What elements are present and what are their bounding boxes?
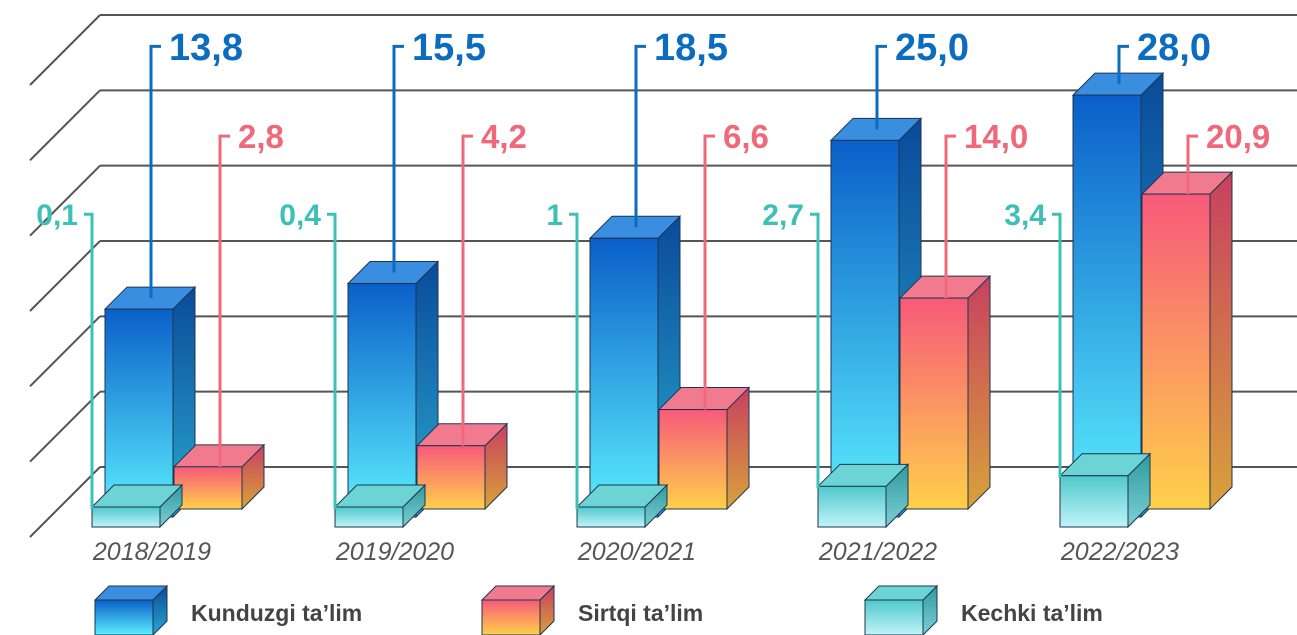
value-label-kunduzgi-ta-lim-2019-2020: 15,5 — [412, 27, 486, 69]
bar-sirtqi-ta-lim-2018-2019 — [172, 443, 266, 511]
gridline-diagonal — [29, 164, 101, 237]
legend-swatch-kechki-ta-lim — [864, 599, 924, 635]
leader-sirtqi-ta-lim-2019-2020 — [461, 134, 473, 446]
legend-swatch-sirtqi-ta-lim — [481, 599, 541, 635]
value-label-sirtqi-ta-lim-2021-2022: 14,0 — [964, 118, 1028, 155]
value-label-kechki-ta-lim-2018-2019: 0,1 — [36, 199, 78, 232]
value-label-kunduzgi-ta-lim-2022-2023: 28,0 — [1137, 27, 1211, 69]
bar-kechki-ta-lim-2022-2023-front — [1059, 475, 1129, 528]
value-label-kechki-ta-lim-2020-2021: 1 — [546, 199, 563, 232]
leader-sirtqi-ta-lim-2018-2019 — [218, 134, 230, 467]
bar-sirtqi-ta-lim-2022-2023 — [1140, 170, 1234, 511]
bar-sirtqi-ta-lim-2020-2021-front — [658, 409, 728, 510]
value-label-kechki-ta-lim-2021-2022: 2,7 — [762, 199, 804, 232]
value-labels: 13,8 2,8 0,1 15,5 4,2 0,4 18,5 6,6 1 25,0 14,0 2,7 2… — [36, 27, 1270, 509]
bar-sirtqi-ta-lim-2022-2023-front — [1141, 193, 1211, 510]
bar-kunduzgi-ta-lim-2022-2023-front — [1072, 94, 1142, 518]
bar-kunduzgi-ta-lim-2019-2020 — [346, 260, 440, 519]
leader-kechki-ta-lim-2020-2021 — [569, 212, 579, 509]
leader-sirtqi-ta-lim-2022-2023 — [1186, 134, 1198, 195]
gridline-diagonal — [29, 14, 101, 86]
leader-kunduzgi-ta-lim-2020-2021 — [634, 44, 646, 228]
category-label-2019-2020: 2019/2020 — [335, 538, 454, 566]
category-label-2018-2019: 2018/2019 — [92, 538, 211, 566]
bar-kechki-ta-lim-2020-2021-front — [576, 506, 646, 528]
value-label-kunduzgi-ta-lim-2021-2022: 25,0 — [895, 27, 969, 69]
value-label-kunduzgi-ta-lim-2018-2019: 13,8 — [169, 27, 243, 69]
legend-swatch-kunduzgi-ta-lim — [94, 599, 154, 635]
leader-kechki-ta-lim-2022-2023 — [1052, 212, 1062, 478]
leader-kechki-ta-lim-2018-2019 — [84, 212, 94, 509]
gridline-diagonal — [29, 240, 101, 312]
leader-kunduzgi-ta-lim-2021-2022 — [875, 44, 887, 130]
value-label-kechki-ta-lim-2022-2023: 3,4 — [1004, 199, 1046, 232]
bar-kechki-ta-lim-2021-2022 — [816, 463, 910, 529]
legend-item-sirtqi-ta-lim: Sirtqi ta’lim — [480, 584, 703, 635]
bar-kechki-ta-lim-2019-2020-front — [334, 506, 404, 528]
value-label-kunduzgi-ta-lim-2020-2021: 18,5 — [654, 27, 728, 69]
bar-sirtqi-ta-lim-2021-2022 — [898, 274, 992, 511]
value-label-sirtqi-ta-lim-2022-2023: 20,9 — [1206, 118, 1270, 155]
leader-kechki-ta-lim-2019-2020 — [327, 212, 337, 509]
bar-sirtqi-ta-lim-2022-2023-side — [1209, 170, 1233, 511]
leader-kunduzgi-ta-lim-2018-2019 — [149, 44, 161, 299]
bar-sirtqi-ta-lim-2021-2022-side — [967, 274, 991, 511]
bar-kechki-ta-lim-2020-2021 — [575, 483, 669, 529]
category-label-2022-2023: 2022/2023 — [1060, 538, 1179, 566]
legend-item-kunduzgi-ta-lim: Kunduzgi ta’lim — [93, 584, 362, 635]
leader-kechki-ta-lim-2021-2022 — [810, 212, 820, 489]
bar-kunduzgi-ta-lim-2021-2022-front — [830, 139, 900, 518]
bar-sirtqi-ta-lim-2019-2020-front — [416, 445, 486, 510]
bar-sirtqi-ta-lim-2018-2019-front — [173, 466, 243, 510]
gridline-diagonal — [29, 315, 101, 388]
leader-sirtqi-ta-lim-2021-2022 — [944, 134, 956, 299]
category-labels: 2018/2019 2019/2020 2020/2021 2021/2022 2022… — [92, 538, 1179, 566]
bar-kunduzgi-ta-lim-2020-2021-front — [589, 237, 659, 518]
value-label-kechki-ta-lim-2019-2020: 0,4 — [279, 199, 321, 232]
gridline-diagonal — [29, 89, 101, 162]
category-label-2021-2022: 2021/2022 — [818, 538, 937, 566]
bar-kechki-ta-lim-2018-2019-front — [91, 506, 161, 528]
leader-kunduzgi-ta-lim-2019-2020 — [392, 44, 404, 273]
bar-kechki-ta-lim-2022-2023 — [1058, 452, 1152, 529]
leader-sirtqi-ta-lim-2020-2021 — [703, 134, 715, 410]
bar-kechki-ta-lim-2021-2022-front — [817, 485, 887, 528]
bar-kechki-ta-lim-2018-2019 — [90, 483, 184, 529]
legend: Kunduzgi ta’lim Sirtqi ta’lim Kechki ta’li… — [93, 584, 1103, 635]
bars — [90, 71, 1234, 529]
bar-kunduzgi-ta-lim-2018-2019-front — [104, 308, 174, 518]
bar-sirtqi-ta-lim-2021-2022-front — [899, 297, 969, 510]
value-label-sirtqi-ta-lim-2020-2021: 6,6 — [723, 118, 769, 155]
category-label-2020-2021: 2020/2021 — [577, 538, 696, 566]
legend-label-kunduzgi-ta-lim: Kunduzgi ta’lim — [191, 600, 362, 626]
legend-item-kechki-ta-lim: Kechki ta’lim — [863, 584, 1103, 635]
value-label-sirtqi-ta-lim-2018-2019: 2,8 — [238, 118, 284, 155]
bar-kunduzgi-ta-lim-2019-2020-front — [347, 282, 417, 518]
leader-kunduzgi-ta-lim-2022-2023 — [1117, 44, 1129, 85]
bar-kechki-ta-lim-2019-2020 — [333, 483, 427, 529]
bar-kunduzgi-ta-lim-2018-2019 — [103, 285, 197, 519]
gridline-diagonal — [29, 390, 101, 463]
legend-label-sirtqi-ta-lim: Sirtqi ta’lim — [578, 600, 703, 626]
bar-sirtqi-ta-lim-2019-2020 — [415, 422, 509, 511]
value-label-sirtqi-ta-lim-2019-2020: 4,2 — [481, 118, 527, 155]
gridline-diagonal — [29, 466, 101, 538]
bar-sirtqi-ta-lim-2020-2021 — [657, 386, 751, 511]
legend-label-kechki-ta-lim: Kechki ta’lim — [961, 600, 1103, 626]
